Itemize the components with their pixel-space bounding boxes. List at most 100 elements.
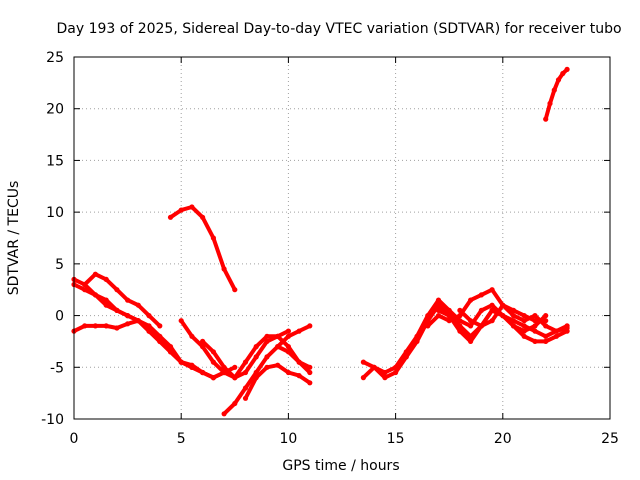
data-point	[371, 364, 377, 370]
data-point	[92, 292, 98, 298]
data-point	[92, 323, 98, 329]
data-point	[210, 349, 216, 355]
data-point	[232, 400, 238, 407]
data-point	[560, 70, 566, 77]
data-point	[478, 323, 484, 329]
data-point	[532, 328, 538, 334]
data-point	[532, 318, 538, 324]
y-tick-label: -10	[41, 412, 64, 428]
data-point	[189, 362, 195, 368]
data-point	[178, 207, 184, 213]
y-tick-label: 25	[46, 50, 64, 66]
data-point	[285, 344, 291, 350]
data-point	[468, 323, 474, 329]
data-point	[532, 338, 538, 344]
data-point	[360, 375, 366, 381]
data-point	[232, 375, 238, 381]
data-point	[103, 323, 109, 329]
data-point	[221, 364, 227, 370]
data-point	[200, 338, 206, 344]
data-point	[564, 66, 570, 72]
data-point	[296, 328, 302, 334]
data-point	[307, 380, 313, 386]
x-tick-label: 15	[387, 431, 405, 447]
data-point	[468, 338, 474, 344]
data-point	[543, 323, 549, 329]
data-point	[82, 281, 88, 288]
data-point	[114, 307, 120, 313]
data-point	[547, 100, 553, 107]
data-point	[210, 359, 216, 365]
data-point	[253, 375, 259, 381]
y-tick-label: -5	[50, 360, 64, 376]
data-point	[543, 333, 549, 339]
x-axis-label: GPS time / hours	[282, 458, 399, 474]
axis-ticks	[73, 56, 611, 420]
data-point	[543, 338, 549, 344]
data-point	[242, 395, 249, 401]
data-point	[253, 344, 259, 350]
data-point	[435, 313, 442, 319]
data-point	[551, 87, 557, 93]
data-point	[82, 323, 88, 329]
data-point	[264, 364, 270, 370]
data-point	[457, 307, 463, 313]
data-point	[296, 373, 302, 379]
data-point	[275, 362, 281, 368]
data-point	[253, 354, 259, 360]
data-point	[543, 318, 549, 324]
data-point	[210, 375, 216, 381]
y-axis-label: SDTVAR / TECUs	[6, 181, 22, 296]
data-point	[157, 338, 163, 344]
data-point	[114, 325, 120, 331]
data-point	[521, 333, 527, 339]
series-line-track-q	[543, 67, 570, 122]
data-point	[478, 292, 484, 298]
data-point	[82, 287, 88, 293]
x-tick-labels: 0 5 10 15 20 25	[70, 431, 619, 447]
data-point	[92, 271, 98, 277]
data-point	[543, 116, 549, 122]
data-point	[360, 359, 366, 365]
data-point	[521, 313, 527, 319]
data-point	[555, 77, 562, 83]
data-point	[178, 318, 184, 324]
data-point	[489, 302, 495, 308]
data-point	[564, 328, 570, 334]
data-point	[489, 287, 495, 293]
data-point	[135, 302, 141, 308]
data-point	[553, 333, 560, 339]
data-point	[232, 364, 238, 370]
data-point	[435, 297, 442, 303]
data-point	[446, 313, 452, 319]
data-point	[468, 297, 474, 303]
x-tick-label: 10	[279, 431, 297, 447]
data-point	[553, 328, 560, 334]
data-point	[210, 235, 216, 241]
data-point	[242, 369, 249, 376]
data-point	[285, 369, 291, 376]
x-tick-label: 20	[494, 431, 512, 447]
data-point	[200, 369, 206, 376]
data-series	[71, 66, 570, 417]
y-tick-label: 15	[46, 153, 64, 169]
data-point	[200, 214, 206, 220]
data-point	[275, 333, 281, 339]
y-tick-label: 5	[55, 257, 64, 273]
data-point	[242, 385, 249, 391]
data-point	[457, 328, 463, 334]
data-point	[232, 287, 238, 293]
data-point	[489, 307, 495, 313]
data-point	[264, 354, 270, 360]
data-point	[167, 349, 174, 355]
data-point	[489, 318, 495, 324]
data-point	[510, 313, 517, 319]
data-point	[242, 359, 249, 365]
data-point	[307, 323, 313, 329]
data-point	[564, 323, 570, 329]
x-tick-label: 5	[177, 431, 186, 447]
data-point	[532, 323, 538, 329]
data-point	[382, 375, 388, 381]
data-point	[307, 364, 313, 370]
y-tick-label: 10	[46, 205, 64, 221]
